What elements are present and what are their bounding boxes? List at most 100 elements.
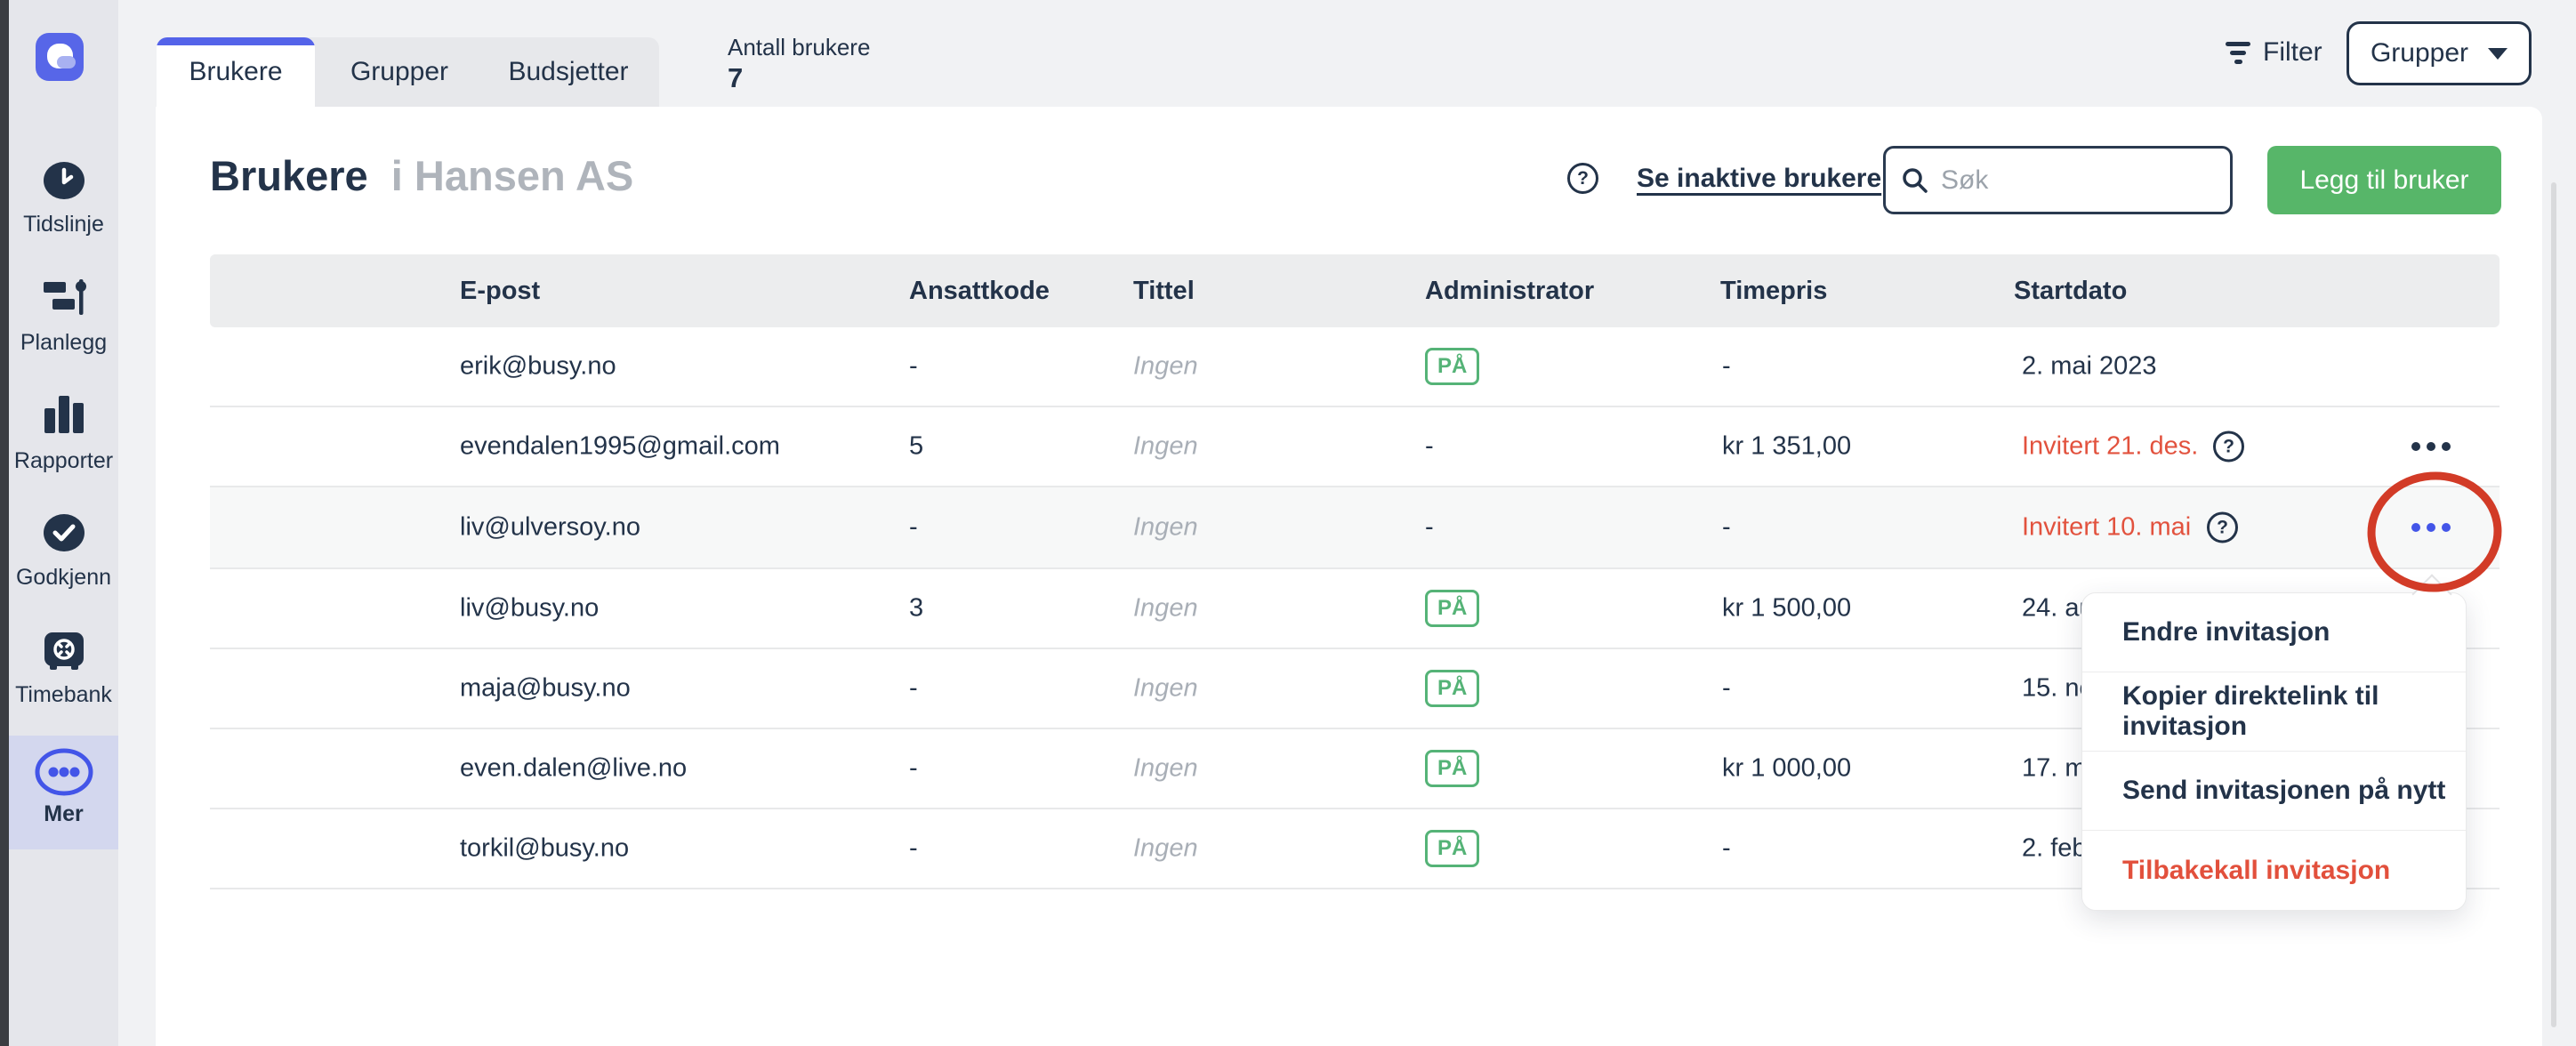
tab-label: Budsjetter	[508, 57, 629, 86]
chevron-down-icon	[2488, 47, 2508, 60]
cell-email: torkil@busy.no	[460, 833, 630, 863]
active-tab-indicator	[157, 37, 315, 45]
cell-start-invited: Invitert 21. des.	[2022, 431, 2199, 461]
cell-code: 5	[909, 431, 924, 461]
sidebar-item-label[interactable]: Planlegg	[20, 330, 108, 355]
sidebar-item-godkjenn[interactable]	[9, 513, 118, 553]
tab-label: Brukere	[189, 57, 283, 86]
table-row[interactable]: erik@busy.no - Ingen PÅ - 2. mai 2023	[210, 327, 2500, 407]
cell-code: -	[909, 512, 918, 542]
cell-email: even.dalen@live.no	[460, 753, 688, 783]
cell-email: erik@busy.no	[460, 351, 616, 381]
cell-code: -	[909, 833, 918, 863]
filter-button[interactable]: Filter	[2226, 37, 2322, 68]
search-box[interactable]	[1883, 146, 2233, 214]
sidebar-item-label[interactable]: Tidslinje	[23, 212, 104, 237]
column-header-timepris: Timepris	[1720, 277, 1828, 305]
app-logo[interactable]	[36, 33, 84, 81]
cell-code: -	[909, 753, 918, 783]
ellipsis-icon	[35, 748, 93, 796]
cell-rate: -	[1722, 351, 1731, 381]
help-icon[interactable]: ?	[1567, 163, 1598, 194]
cell-email: evendalen1995@gmail.com	[460, 431, 780, 461]
sidebar-item-planlegg[interactable]	[9, 278, 118, 317]
cell-start-invited: Invitert 10. mai	[2022, 512, 2192, 542]
sidebar: Tidslinje Planlegg Rapporter	[0, 0, 118, 1046]
row-actions-button[interactable]	[2411, 442, 2451, 451]
user-count-label: Antall brukere	[728, 34, 871, 60]
sidebar-item-mer[interactable]	[9, 748, 118, 796]
tab-budsjetter[interactable]: Budsjetter	[484, 37, 653, 107]
menu-item-tilbakekall[interactable]: Tilbakekall invitasjon	[2082, 831, 2466, 910]
cell-rate: -	[1722, 512, 1731, 542]
page-title-primary: Brukere	[210, 152, 368, 199]
cell-email: maja@busy.no	[460, 673, 631, 703]
invite-help-icon[interactable]: ?	[2213, 430, 2244, 463]
sidebar-item-tidslinje[interactable]	[9, 161, 118, 201]
cell-rate: -	[1722, 833, 1731, 863]
cell-admin: -	[1425, 512, 1434, 542]
page-title: Brukere i Hansen AS	[210, 151, 633, 200]
menu-item-kopier-direktelink[interactable]: Kopier direktelink til invitasjon	[2082, 672, 2466, 752]
tab-grupper[interactable]: Grupper	[315, 37, 484, 107]
cell-title: Ingen	[1133, 753, 1198, 783]
vertical-scrollbar[interactable]	[2551, 182, 2556, 1027]
gantt-icon	[43, 279, 86, 315]
invite-help-icon[interactable]: ?	[2207, 511, 2238, 543]
table-row[interactable]: liv@busy.no 3 Ingen PÅ kr 1 500,00 24. a…	[210, 569, 2500, 649]
cell-title: Ingen	[1133, 512, 1198, 542]
cell-start: 2. feb	[2022, 833, 2087, 863]
table-row[interactable]: liv@ulversoy.no - Ingen - - Invitert 10.…	[210, 487, 2500, 569]
column-header-epost: E-post	[460, 277, 541, 305]
table-row[interactable]: torkil@busy.no - Ingen PÅ - 2. feb	[210, 809, 2500, 889]
sidebar-item-label[interactable]: Mer	[44, 801, 84, 826]
cell-email: liv@busy.no	[460, 593, 600, 623]
search-input[interactable]	[1939, 164, 2206, 197]
add-user-button[interactable]: Legg til bruker	[2267, 146, 2501, 214]
admin-badge: PÅ	[1425, 590, 1480, 627]
bar-chart-icon	[44, 396, 84, 433]
cell-rate: -	[1722, 673, 1731, 703]
sidebar-item-timebank[interactable]	[9, 631, 118, 672]
column-header-startdato: Startdato	[2014, 277, 2128, 305]
cell-start: 2. mai 2023	[2022, 351, 2157, 381]
sidebar-item-label[interactable]: Timebank	[15, 682, 112, 707]
row-actions-button-active[interactable]	[2411, 523, 2451, 532]
filter-icon	[2226, 41, 2250, 64]
inactive-users-link[interactable]: Se inaktive brukere	[1637, 164, 1882, 193]
user-count-value: 7	[728, 62, 744, 93]
admin-badge: PÅ	[1425, 830, 1480, 867]
table-header	[210, 254, 2500, 327]
cell-title: Ingen	[1133, 833, 1198, 863]
safe-icon	[44, 632, 84, 670]
menu-item-endre-invitasjon[interactable]: Endre invitasjon	[2082, 593, 2466, 672]
cell-rate: kr 1 500,00	[1722, 593, 1852, 623]
cell-code: -	[909, 351, 918, 381]
group-dropdown-label: Grupper	[2370, 38, 2469, 68]
sidebar-item-label[interactable]: Godkjenn	[15, 565, 112, 590]
window-edge-strip	[0, 0, 9, 1046]
tab-brukere[interactable]: Brukere	[157, 37, 315, 107]
admin-badge: PÅ	[1425, 348, 1480, 385]
clock-icon	[43, 162, 85, 199]
column-header-tittel: Tittel	[1133, 277, 1195, 305]
admin-badge: PÅ	[1425, 750, 1480, 787]
cell-title: Ingen	[1133, 673, 1198, 703]
admin-badge: PÅ	[1425, 670, 1480, 707]
sidebar-item-rapporter[interactable]	[9, 394, 118, 433]
cell-code: -	[909, 673, 918, 703]
cell-title: Ingen	[1133, 431, 1198, 461]
logo-bubble-icon	[47, 44, 76, 68]
cell-rate: kr 1 351,00	[1722, 431, 1852, 461]
column-header-ansattkode: Ansattkode	[909, 277, 1050, 305]
cell-email: liv@ulversoy.no	[460, 512, 640, 542]
tab-label: Grupper	[350, 57, 449, 86]
search-icon	[1903, 167, 1928, 193]
cell-title: Ingen	[1133, 593, 1198, 623]
group-dropdown[interactable]: Grupper	[2347, 21, 2532, 85]
sidebar-item-label[interactable]: Rapporter	[13, 448, 114, 473]
invitation-context-menu: Endre invitasjon Kopier direktelink til …	[2081, 592, 2467, 911]
menu-item-send-pa-nytt[interactable]: Send invitasjonen på nytt	[2082, 752, 2466, 831]
table-row[interactable]: evendalen1995@gmail.com 5 Ingen - kr 1 3…	[210, 407, 2500, 487]
